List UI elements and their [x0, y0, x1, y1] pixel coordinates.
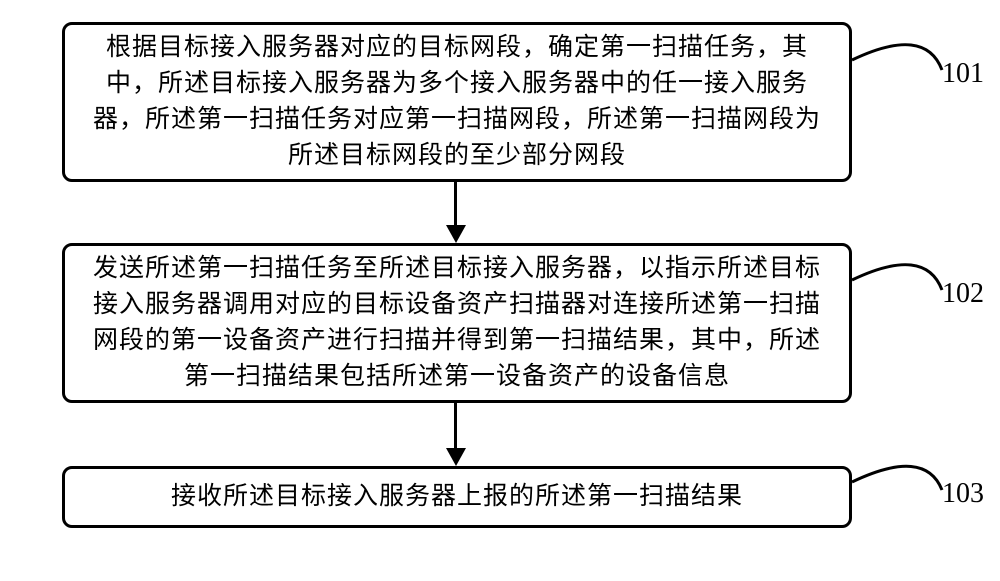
step-label-3: 103	[942, 478, 984, 510]
flowchart-canvas: 根据目标接入服务器对应的目标网段，确定第一扫描任务，其中，所述目标接入服务器为多…	[0, 0, 1000, 581]
connector-3	[0, 0, 1000, 581]
